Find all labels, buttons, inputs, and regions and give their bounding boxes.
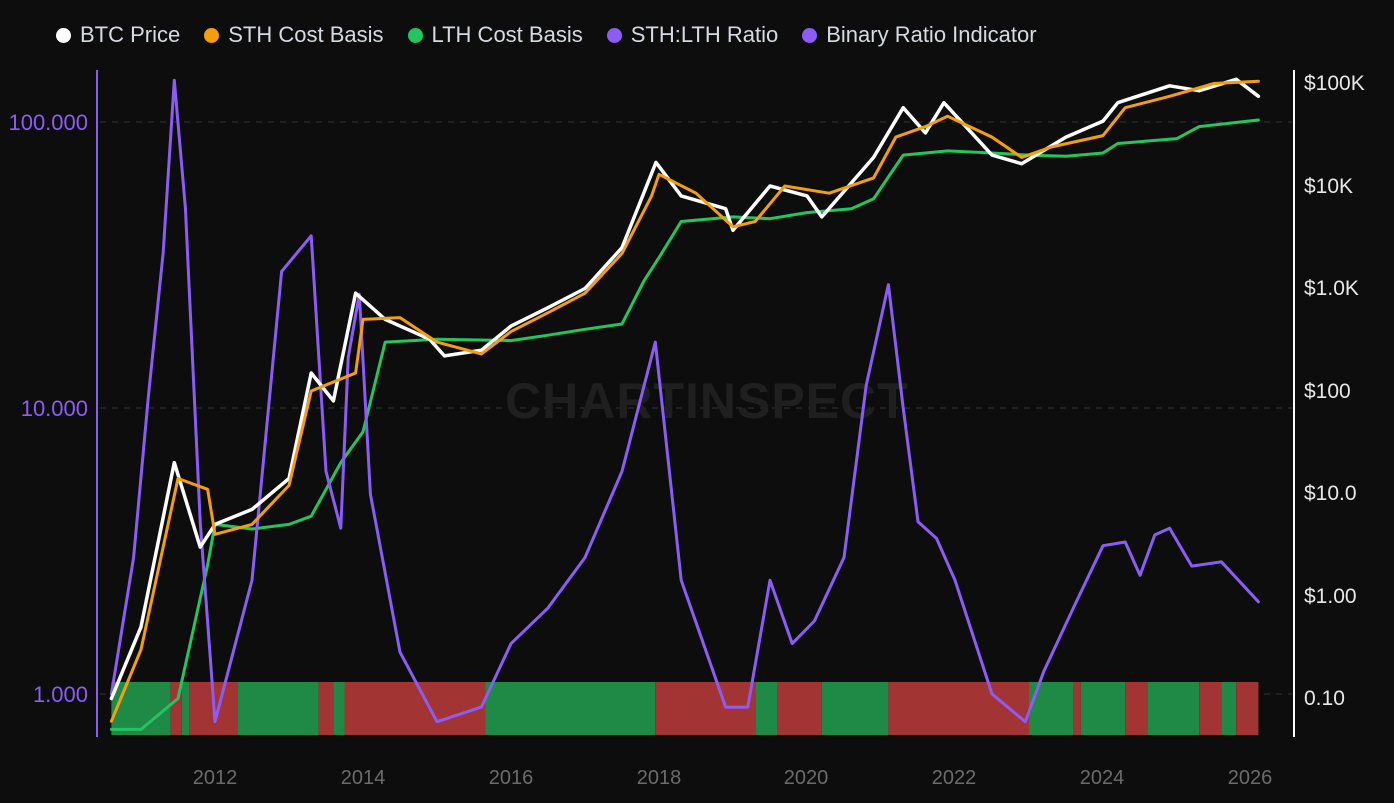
binary-segment-down xyxy=(1073,682,1081,735)
svg-text:$10.0: $10.0 xyxy=(1304,482,1357,505)
legend-label: STH Cost Basis xyxy=(228,22,384,47)
binary-segment-down xyxy=(1199,682,1222,735)
svg-text:100.000: 100.000 xyxy=(8,110,88,135)
series-lines xyxy=(109,77,1261,731)
binary-segment-up xyxy=(485,682,656,735)
legend-label: Binary Ratio Indicator xyxy=(826,22,1037,47)
legend-dot-icon xyxy=(802,27,818,43)
binary-segment-down xyxy=(1236,682,1259,735)
binary-segment-up xyxy=(111,682,171,735)
sth-cost-basis-line xyxy=(109,79,1260,723)
legend-item-binary-ratio-indicator[interactable]: Binary Ratio Indicator xyxy=(802,22,1037,48)
binary-segment-up xyxy=(821,682,889,735)
legend-item-btc-price[interactable]: BTC Price xyxy=(56,22,180,48)
binary-segment-up xyxy=(237,682,319,735)
x-axis-ticks: 2012 2014 2016 2018 2020 2022 2024 2026 xyxy=(193,767,1273,789)
svg-text:2024: 2024 xyxy=(1080,767,1125,789)
svg-text:$100: $100 xyxy=(1304,380,1351,403)
svg-text:10.000: 10.000 xyxy=(21,396,88,421)
binary-segment-down xyxy=(777,682,822,735)
legend-label: LTH Cost Basis xyxy=(431,22,583,47)
binary-segment-up xyxy=(1221,682,1237,735)
svg-text:2018: 2018 xyxy=(637,767,682,789)
binary-segment-down xyxy=(888,682,1029,735)
binary-segment-down xyxy=(344,682,486,735)
svg-text:2016: 2016 xyxy=(489,767,534,789)
svg-text:1.000: 1.000 xyxy=(33,682,88,707)
legend-item-sth-lth-ratio[interactable]: STH:LTH Ratio xyxy=(606,22,779,48)
binary-segment-down xyxy=(1125,682,1148,735)
legend-dot-icon xyxy=(204,27,220,43)
legend-label: BTC Price xyxy=(80,22,181,47)
binary-segment-up xyxy=(181,682,190,735)
svg-text:2026: 2026 xyxy=(1228,767,1273,789)
svg-text:2014: 2014 xyxy=(341,767,386,789)
legend-item-lth-cost-basis[interactable]: LTH Cost Basis xyxy=(407,22,583,48)
svg-text:$100K: $100K xyxy=(1304,72,1365,95)
legend-dot-icon xyxy=(606,27,622,43)
svg-text:2022: 2022 xyxy=(932,767,977,789)
svg-text:$1.00: $1.00 xyxy=(1304,585,1357,608)
watermark: CHARTINSPECT xyxy=(505,373,909,429)
right-axis-ticks: $100K $10K $1.0K $100 $10.0 $1.00 0.10 xyxy=(1304,72,1365,710)
svg-text:$1.0K: $1.0K xyxy=(1304,277,1359,300)
binary-segment-up xyxy=(1147,682,1200,735)
binary-segment-down xyxy=(318,682,334,735)
binary-segment-up xyxy=(333,682,345,735)
legend-label: STH:LTH Ratio xyxy=(630,22,779,47)
legend-dot-icon xyxy=(407,27,423,43)
legend-item-sth-cost-basis[interactable]: STH Cost Basis xyxy=(204,22,384,48)
chart-legend: BTC Price STH Cost Basis LTH Cost Basis … xyxy=(56,18,1037,52)
sth-lth-ratio-line xyxy=(109,78,1260,724)
svg-text:2012: 2012 xyxy=(193,767,238,789)
svg-text:$10K: $10K xyxy=(1304,175,1353,198)
svg-text:CHARTINSPECT: CHARTINSPECT xyxy=(505,373,909,429)
lth-cost-basis-line xyxy=(109,118,1260,731)
left-axis-ticks: 100.000 10.000 1.000 xyxy=(8,110,88,707)
svg-text:0.10: 0.10 xyxy=(1304,687,1345,710)
binary-segment-down xyxy=(170,682,182,735)
binary-ratio-strip xyxy=(111,682,1259,735)
svg-text:2020: 2020 xyxy=(784,767,829,789)
binary-segment-up xyxy=(755,682,778,735)
binary-segment-up xyxy=(1080,682,1126,735)
legend-dot-icon xyxy=(56,27,71,43)
